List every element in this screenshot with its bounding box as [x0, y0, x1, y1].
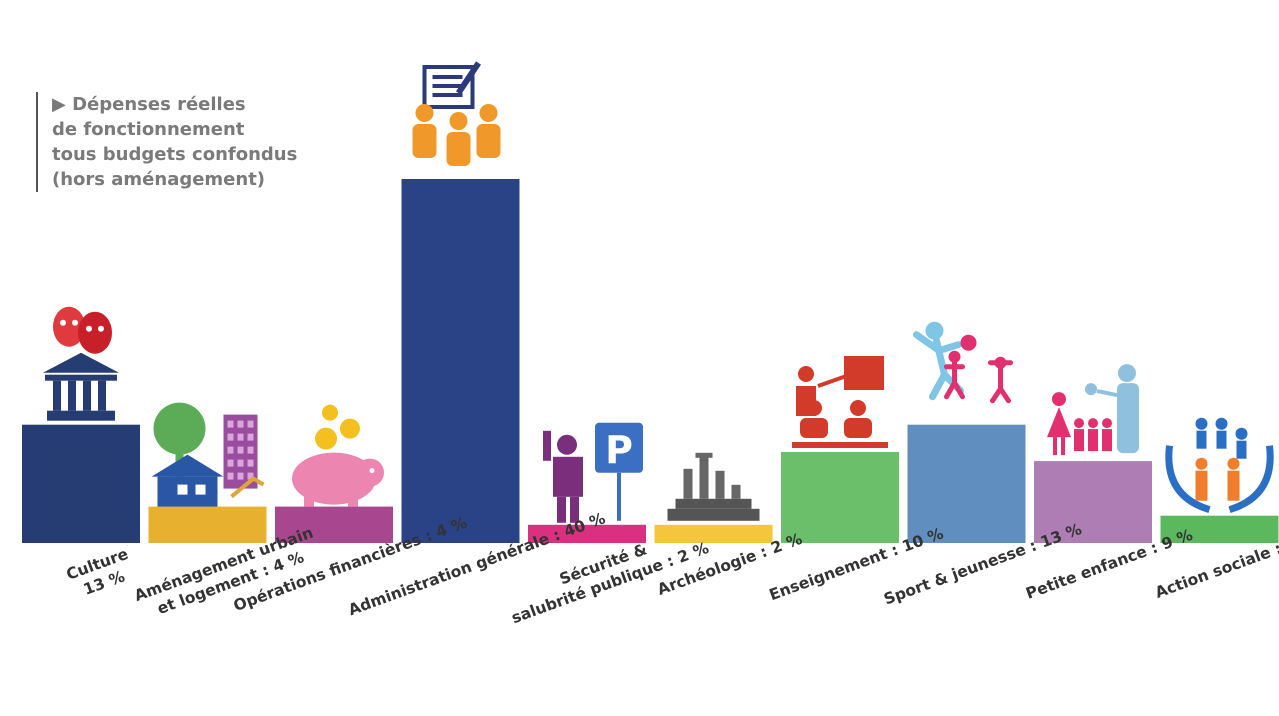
- piggy-bank-coins-icon: [292, 404, 384, 507]
- bar-5: [528, 524, 646, 543]
- bar-1: [22, 424, 140, 543]
- bar-4: [401, 179, 520, 543]
- svg-text:P: P: [605, 428, 633, 472]
- theatre-masks-museum-icon: [43, 306, 119, 421]
- teacher-classroom-icon: [792, 356, 888, 448]
- bar-10: [1160, 515, 1279, 543]
- title-line: ▶ Dépenses réelles: [52, 94, 246, 115]
- chart-title: ▶ Dépenses réelles de fonctionnement tou…: [36, 92, 372, 192]
- bars-group: [22, 179, 1279, 543]
- bar-7: [781, 452, 899, 543]
- police-parking-icon: P: [543, 422, 643, 523]
- category-label: Culture13 %: [64, 545, 137, 603]
- bar-3: [275, 506, 393, 543]
- archaeology-ruins-icon: [667, 452, 760, 521]
- administration-staff-icon: [412, 61, 501, 166]
- tree-house-buildings-icon: [151, 402, 265, 507]
- title-line: de fonctionnement: [52, 119, 245, 140]
- social-care-hands-icon: [1165, 417, 1274, 514]
- title-line: tous budgets confondus: [52, 144, 298, 165]
- bar-9: [1034, 461, 1152, 543]
- sport-youth-icon: [913, 321, 1013, 404]
- family-childcare-icon: [1047, 364, 1139, 456]
- bar-2: [148, 506, 267, 543]
- icons-group: P: [43, 61, 1274, 523]
- title-line: (hors aménagement): [52, 169, 266, 190]
- bar-8: [907, 424, 1026, 543]
- bar-6: [654, 524, 773, 543]
